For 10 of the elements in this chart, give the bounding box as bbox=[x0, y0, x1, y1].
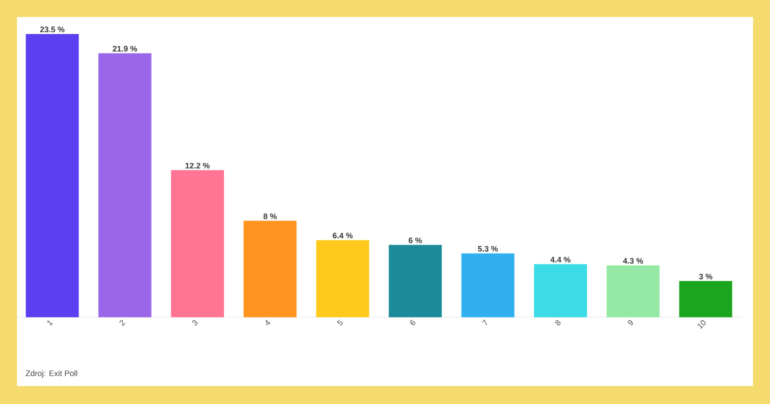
bar bbox=[534, 264, 587, 318]
bar bbox=[244, 220, 297, 318]
bar bbox=[461, 253, 514, 318]
bar bbox=[606, 265, 660, 318]
bar bbox=[170, 170, 224, 318]
bar bbox=[679, 281, 732, 318]
bar bbox=[388, 244, 442, 318]
bar bbox=[98, 53, 152, 318]
bar bbox=[316, 240, 370, 318]
bar bbox=[26, 34, 79, 318]
